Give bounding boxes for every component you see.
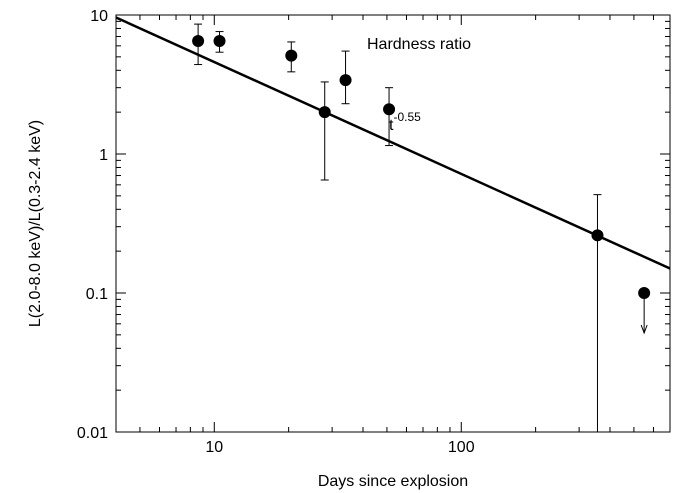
y-tick-label: 10 (90, 8, 108, 25)
fit-line-label-exponent: -0.55 (393, 110, 421, 124)
fit-line-label: t-0.55 (389, 110, 421, 134)
hardness-ratio-annotation: Hardness ratio (367, 36, 471, 53)
x-tick-label: 100 (448, 439, 475, 456)
y-tick-label: 1 (99, 147, 108, 164)
data-point (285, 49, 298, 62)
data-layer (116, 16, 670, 432)
data-point (339, 74, 352, 87)
data-point (638, 287, 651, 299)
data-point (318, 106, 331, 119)
power-law-fit-line (116, 16, 670, 270)
x-axis-label: Days since explosion (318, 473, 468, 490)
data-point (591, 229, 604, 242)
data-point (213, 35, 226, 48)
x-tick-label: 10 (205, 439, 223, 456)
data-point (192, 35, 205, 48)
plot-frame (115, 14, 671, 433)
fit-line-label-base: t (389, 117, 394, 134)
y-tick-label: 0.01 (77, 425, 108, 442)
y-tick-label: 0.1 (86, 286, 108, 303)
y-axis-label: L(2.0-8.0 keV)/L(0.3-2.4 keV) (27, 120, 44, 327)
data-point (383, 103, 396, 116)
upper-limit-arrow-head (640, 324, 648, 335)
